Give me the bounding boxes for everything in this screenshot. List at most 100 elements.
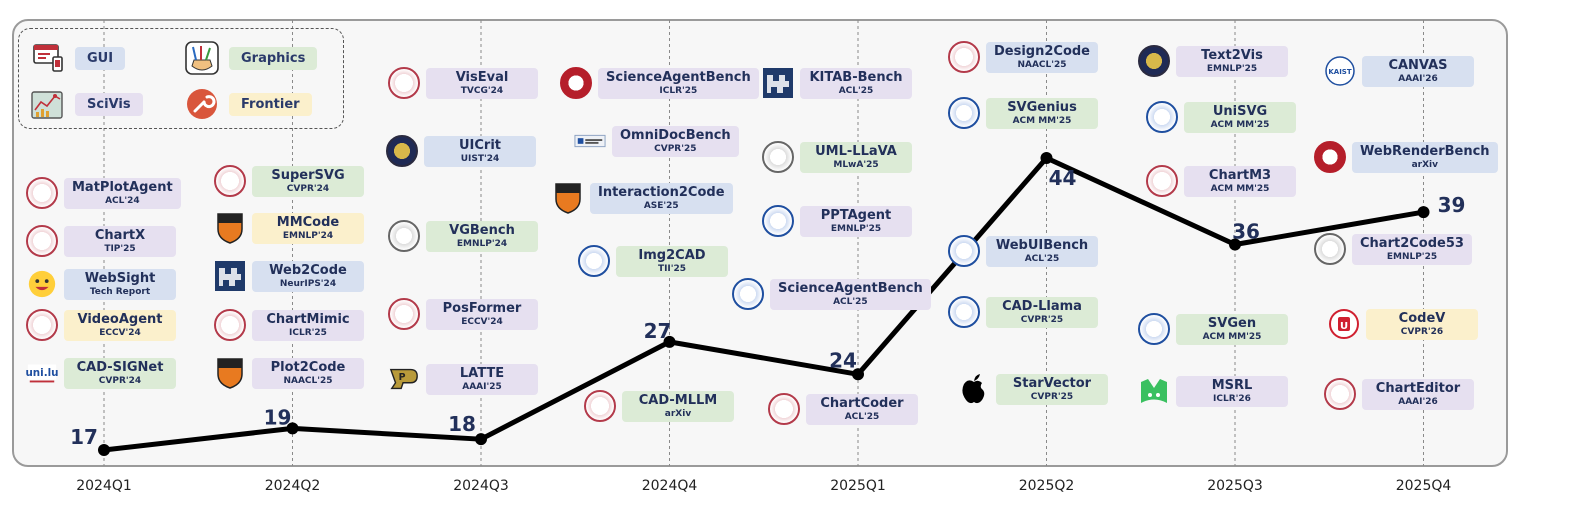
paper-card: WebRenderBench arXiv	[1314, 141, 1498, 173]
paper-name: Interaction2Code	[598, 184, 725, 200]
paper-card: Chart2Code53 EMNLP'25	[1314, 233, 1472, 265]
institution-logo-icon: U	[1328, 308, 1360, 340]
paper-label: SVGenius ACM MM'25	[986, 97, 1098, 129]
paper-card: UICrit UIST'24	[386, 135, 536, 167]
institution-logo-icon	[1138, 313, 1170, 345]
x-tick-label: 2025Q4	[1396, 478, 1452, 494]
paper-label: MatPlotAgent ACL'24	[64, 177, 181, 209]
paper-venue: ACL'25	[844, 411, 880, 422]
paper-venue: ACM MM'25	[1202, 331, 1262, 342]
svg-text:U: U	[1340, 321, 1348, 332]
x-tick-label: 2024Q1	[76, 478, 132, 494]
paper-name: WebUIBench	[995, 237, 1089, 253]
paper-name: PPTAgent	[820, 207, 892, 223]
paper-label: Img2CAD TII'25	[616, 245, 728, 277]
paper-label: UniSVG ACM MM'25	[1184, 101, 1296, 133]
paper-name: StarVector	[1012, 375, 1092, 391]
paper-venue: ICLR'25	[659, 85, 698, 96]
institution-logo-icon	[762, 205, 794, 237]
data-point	[852, 368, 864, 381]
institution-logo-icon	[26, 309, 58, 341]
paper-name: UICrit	[458, 137, 501, 153]
paper-card: KITAB-Bench ACL'25	[762, 67, 912, 99]
paper-card: ScienceAgentBench ICLR'25	[560, 67, 759, 99]
paper-card: VideoAgent ECCV'24	[26, 309, 176, 341]
paper-card: Text2Vis EMNLP'25	[1138, 45, 1288, 77]
wrench-icon	[183, 85, 221, 123]
paper-label: Chart2Code53 EMNLP'25	[1352, 233, 1472, 265]
paper-venue: TVCG'24	[460, 85, 504, 96]
institution-logo-icon	[1146, 165, 1178, 197]
paper-card: Interaction2Code ASE'25	[552, 182, 733, 214]
data-labels-layer: 17 19 18 27 24 44 36 39	[70, 166, 1465, 449]
paper-label: VideoAgent ECCV'24	[64, 309, 176, 341]
data-point	[1040, 152, 1053, 164]
paper-label: ChartM3 ACM MM'25	[1184, 165, 1296, 197]
paper-name: KITAB-Bench	[809, 69, 903, 85]
institution-logo-icon	[214, 212, 246, 244]
paper-label: CAD-MLLM arXiv	[622, 390, 734, 422]
paper-card: SuperSVG CVPR'24	[214, 165, 364, 197]
paper-name: Web2Code	[269, 262, 347, 278]
paper-card: StarVector CVPR'25	[958, 373, 1108, 405]
paper-venue: AAAI'26	[1398, 73, 1438, 84]
institution-logo-icon	[388, 67, 420, 99]
paper-venue: arXiv	[1411, 159, 1438, 170]
paper-venue: ACL'25	[838, 85, 874, 96]
svg-text:P: P	[399, 372, 406, 383]
institution-logo-icon: uni.lu	[26, 357, 58, 389]
institution-logo-icon	[388, 298, 420, 330]
paper-venue: EMNLP'25	[1386, 251, 1438, 262]
institution-logo-icon	[1314, 141, 1346, 173]
paper-venue: arXiv	[664, 408, 692, 419]
paper-venue: EMNLP'24	[456, 238, 508, 249]
paper-name: SuperSVG	[271, 167, 345, 183]
x-tick-label: 2025Q1	[830, 478, 886, 494]
paper-card: ChartMimic ICLR'25	[214, 309, 364, 341]
paper-venue: CVPR'25	[1030, 391, 1074, 402]
paper-venue: ASE'25	[643, 200, 679, 211]
paper-label: OmniDocBench CVPR'25	[612, 125, 739, 157]
institution-logo-icon	[574, 125, 606, 157]
paper-name: Chart2Code53	[1360, 235, 1464, 251]
paper-venue: Tech Report	[89, 286, 151, 297]
legend-item-graphics: Graphics	[183, 39, 318, 77]
institution-logo-icon	[948, 97, 980, 129]
paper-card: UML-LLaVA MLwA'25	[762, 141, 912, 173]
paper-name: ChartMimic	[266, 311, 350, 327]
paper-venue: AAAI'26	[1398, 396, 1438, 407]
paper-venue: CVPR'24	[286, 183, 330, 194]
institution-logo-icon: P	[388, 363, 420, 395]
paper-card: ChartX TIP'25	[26, 225, 176, 257]
data-label: 39	[1438, 193, 1466, 217]
data-point	[475, 433, 487, 446]
paper-name: VGBench	[449, 222, 515, 238]
institution-logo-icon: KAIST	[1324, 55, 1356, 87]
paper-card: P LATTE AAAI'25	[388, 363, 538, 395]
paper-card: OmniDocBench CVPR'25	[574, 125, 739, 157]
paper-venue: CVPR'25	[654, 143, 697, 154]
x-tick-label: 2025Q3	[1207, 478, 1263, 494]
series-line	[103, 155, 1424, 453]
paper-venue: CVPR'25	[1020, 314, 1064, 325]
paper-name: ChartEditor	[1375, 380, 1461, 396]
paper-label: ChartX TIP'25	[64, 225, 176, 257]
paper-venue: ACL'25	[833, 296, 868, 307]
series-line-layer	[103, 155, 1424, 453]
paper-venue: NAACL'25	[1017, 59, 1067, 70]
institution-logo-icon	[578, 245, 610, 277]
paper-name: ChartM3	[1208, 167, 1272, 183]
institution-logo-icon	[1138, 45, 1170, 77]
paper-label: MSRL ICLR'26	[1176, 375, 1288, 407]
institution-logo-icon	[26, 177, 58, 209]
paper-name: Plot2Code	[270, 359, 346, 375]
paper-label: MMCode EMNLP'24	[252, 212, 364, 244]
paper-card: ChartM3 ACM MM'25	[1146, 165, 1296, 197]
institution-logo-icon	[386, 135, 418, 167]
paper-label: LATTE AAAI'25	[426, 363, 538, 395]
x-tick-label: 2025Q2	[1019, 478, 1075, 494]
paper-venue: UIST'24	[460, 153, 500, 164]
paper-label: VGBench EMNLP'24	[426, 220, 538, 252]
paper-name: MatPlotAgent	[72, 179, 173, 195]
svg-text:uni.lu: uni.lu	[26, 367, 58, 379]
